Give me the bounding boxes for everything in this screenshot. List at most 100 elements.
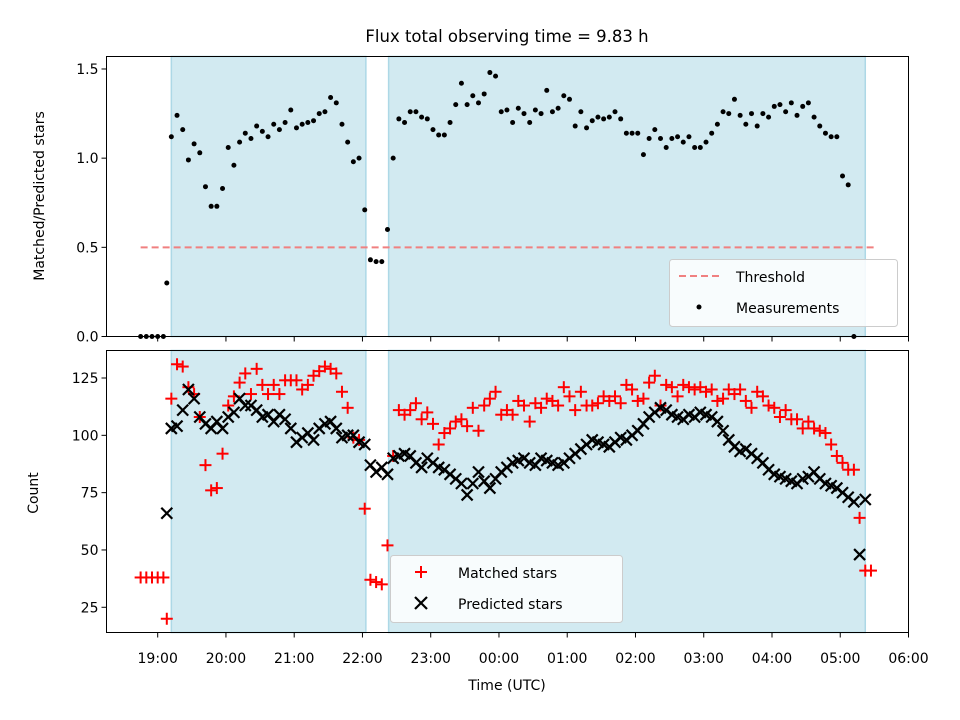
- matched-star-point: [557, 381, 570, 394]
- matched-star-point: [586, 399, 599, 412]
- predicted-star-point: [307, 433, 320, 447]
- measurement-point: [453, 102, 459, 108]
- measurement-point: [498, 109, 504, 115]
- matched-star-point: [205, 484, 218, 497]
- predicted-star-point: [227, 406, 241, 419]
- x-tick-label: 22:00: [342, 651, 382, 667]
- matched-star-point: [791, 413, 804, 426]
- matched-star-point: [318, 360, 331, 373]
- measurement-point: [168, 134, 174, 140]
- measurement-point: [237, 139, 243, 145]
- measurement-point: [493, 73, 499, 79]
- predicted-star-point: [711, 415, 724, 428]
- matched-star-point: [171, 358, 184, 371]
- predicted-star-point: [847, 495, 861, 509]
- measurement-point: [788, 100, 794, 106]
- matched-star-point: [796, 422, 809, 435]
- predicted-star-point: [858, 493, 872, 506]
- measurement-point: [811, 114, 817, 120]
- matched-star-point: [444, 422, 457, 435]
- measurement-point: [805, 100, 811, 106]
- measurement-point: [441, 132, 447, 138]
- measurement-point: [561, 93, 567, 99]
- matched-star-point: [483, 392, 496, 405]
- observing-period: [170, 55, 367, 338]
- matched-star-point: [631, 394, 644, 407]
- measurement-point: [185, 157, 191, 163]
- matched-star-point: [768, 401, 781, 414]
- measurement-point: [527, 119, 533, 125]
- predicted-star-point: [284, 422, 298, 435]
- measurement-point: [396, 116, 402, 122]
- matched-star-point: [404, 404, 417, 417]
- count-panel: 25 50 75 100 125 19:00 20:00 21:00 22:00 23:00 00…: [26, 349, 929, 694]
- measurement-point: [322, 109, 328, 115]
- x-tick-label: 21:00: [274, 651, 314, 667]
- x-tick-label: 20:00: [206, 651, 246, 667]
- matched-star-point: [569, 404, 582, 417]
- measurement-point: [595, 114, 601, 120]
- measurement-point: [578, 109, 584, 115]
- measurement-point: [288, 107, 294, 113]
- measurement-point: [743, 121, 749, 127]
- threshold-legend-label: Threshold: [735, 270, 805, 286]
- matched-star-point: [157, 571, 170, 584]
- measurement-point: [754, 123, 760, 129]
- matched-star-point: [643, 376, 656, 389]
- matched-star-point: [591, 397, 604, 410]
- measurement-point: [640, 152, 646, 158]
- measurement-point: [584, 125, 590, 131]
- measurement-point: [840, 173, 846, 179]
- measurement-point: [214, 203, 220, 209]
- matched-star-point: [535, 401, 548, 414]
- matched-star-point: [341, 401, 354, 414]
- predicted-stars-legend-swatch: [414, 596, 428, 610]
- predicted-star-point: [716, 424, 730, 438]
- count-legend-box: [390, 555, 623, 623]
- matched-star-point: [819, 427, 832, 440]
- matched-star-point: [808, 422, 821, 435]
- measurement-point: [515, 105, 521, 111]
- matched-star-point: [421, 406, 434, 419]
- predicted-star-point: [483, 481, 497, 495]
- measurement-point: [487, 70, 493, 76]
- measurements-legend-swatch: [696, 304, 702, 310]
- measurement-point: [367, 257, 373, 263]
- matched-star-point: [387, 449, 400, 462]
- matched-star-point: [301, 378, 314, 391]
- count-panel-frame: [106, 350, 909, 633]
- measurements-legend-label: Measurements: [736, 301, 839, 317]
- matched-star-point: [609, 390, 622, 403]
- matched-star-point: [836, 456, 849, 469]
- top-chart-title: Flux total observing time = 9.83 h: [365, 27, 648, 46]
- matched-star-point: [563, 390, 576, 403]
- predicted-star-point: [415, 461, 428, 474]
- measurement-point: [606, 114, 612, 120]
- time-x-axis-label: Time (UTC): [467, 678, 545, 694]
- measurement-point: [845, 182, 851, 188]
- measurement-point: [356, 155, 362, 161]
- y-tick-label: 0.5: [76, 240, 98, 256]
- predicted-star-point: [358, 438, 372, 451]
- measurement-point: [720, 109, 726, 115]
- measurement-point: [265, 134, 271, 140]
- y-tick-label: 100: [72, 428, 99, 444]
- matched-star-point: [461, 420, 474, 433]
- matched-star-point: [700, 385, 713, 398]
- measurement-point: [749, 111, 755, 117]
- y-tick-label: 125: [72, 371, 99, 387]
- measurement-point: [164, 280, 170, 286]
- matched-star-point: [160, 612, 173, 625]
- predicted-star-point: [160, 507, 174, 520]
- measurement-point: [532, 107, 538, 113]
- matched-star-point: [637, 392, 650, 405]
- matched-star-point: [517, 399, 530, 412]
- measurement-point: [652, 127, 658, 133]
- matched-star-point: [182, 381, 195, 394]
- predicted-star-point: [176, 403, 189, 417]
- matched-star-point: [711, 394, 724, 407]
- measurement-point: [521, 111, 527, 117]
- measurement-point: [231, 162, 237, 168]
- measurement-point: [623, 130, 629, 136]
